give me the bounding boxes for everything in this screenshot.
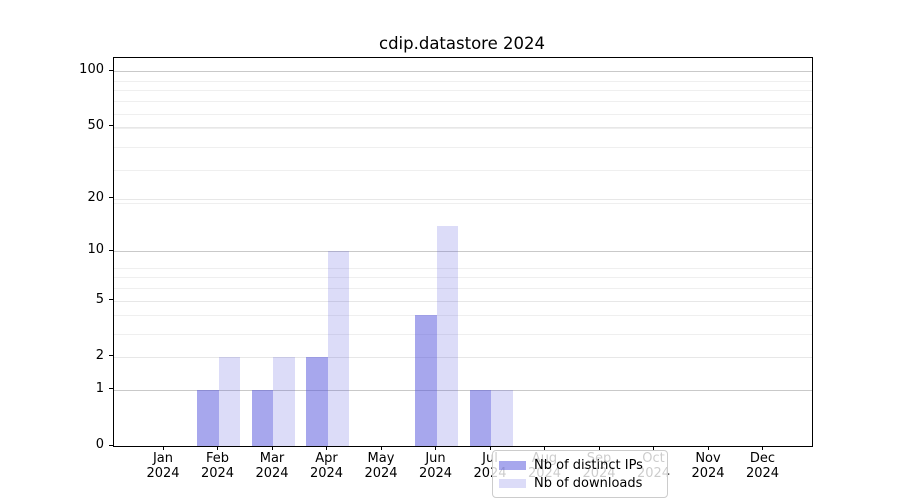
gridline-minor bbox=[114, 113, 812, 115]
y-tick-label: 50 bbox=[87, 117, 104, 133]
bar-nb-of-distinct-ips-mar bbox=[251, 389, 273, 446]
bar-nb-of-distinct-ips-jun bbox=[415, 315, 437, 446]
x-tick-label: Mar 2024 bbox=[255, 451, 289, 481]
gridline-minor bbox=[114, 333, 812, 335]
legend-item-downloads: Nb of downloads bbox=[499, 474, 658, 492]
bar-nb-of-downloads-jul bbox=[491, 389, 513, 446]
y-axis-tick bbox=[109, 249, 113, 251]
legend-swatch-downloads bbox=[499, 478, 526, 488]
bar-nb-of-downloads-apr bbox=[327, 251, 349, 446]
y-tick-label: 2 bbox=[95, 347, 104, 363]
legend-swatch-distinct-ips bbox=[499, 460, 526, 470]
legend-label-downloads: Nb of downloads bbox=[534, 475, 643, 491]
y-tick-label: 20 bbox=[87, 189, 104, 205]
x-tick-label: May 2024 bbox=[364, 451, 398, 481]
x-tick-label: Nov 2024 bbox=[691, 451, 725, 481]
x-tick-label: Apr 2024 bbox=[309, 451, 344, 481]
x-axis-tick bbox=[489, 446, 491, 450]
gridline-major bbox=[114, 389, 812, 391]
gridline-major bbox=[114, 356, 812, 358]
y-axis-tick bbox=[109, 388, 113, 390]
y-tick-label: 10 bbox=[87, 242, 104, 258]
y-axis-tick bbox=[109, 355, 113, 357]
x-axis-tick bbox=[217, 446, 219, 450]
gridline-minor bbox=[114, 101, 812, 103]
x-axis-tick bbox=[544, 446, 546, 450]
x-axis-tick bbox=[380, 446, 382, 450]
x-axis-tick bbox=[326, 446, 328, 450]
gridline-minor bbox=[114, 315, 812, 317]
x-axis-tick bbox=[435, 446, 437, 450]
y-axis-tick bbox=[109, 125, 113, 127]
legend: Nb of distinct IPs Nb of downloads bbox=[492, 450, 668, 498]
x-axis-tick bbox=[762, 446, 764, 450]
y-tick-label: 5 bbox=[95, 291, 104, 307]
gridline-minor bbox=[114, 146, 812, 148]
gridline-major bbox=[114, 126, 812, 128]
gridline-minor bbox=[114, 128, 812, 130]
x-tick-label: Jan 2024 bbox=[146, 451, 180, 481]
y-axis-tick bbox=[109, 197, 113, 199]
y-tick-label: 1 bbox=[95, 380, 104, 396]
legend-label-distinct-ips: Nb of distinct IPs bbox=[534, 457, 643, 473]
bar-nb-of-downloads-mar bbox=[273, 356, 295, 446]
bar-nb-of-downloads-jun bbox=[436, 226, 458, 446]
y-tick-label: 100 bbox=[79, 62, 104, 78]
x-axis-tick bbox=[162, 446, 164, 450]
y-axis-tick bbox=[109, 69, 113, 71]
gridline-major bbox=[114, 300, 812, 302]
x-axis-tick bbox=[653, 446, 655, 450]
gridline-major bbox=[114, 198, 812, 200]
gridline-minor bbox=[114, 80, 812, 82]
gridline-major bbox=[114, 71, 812, 73]
x-tick-label: Feb 2024 bbox=[200, 451, 235, 481]
gridline-minor bbox=[114, 202, 812, 204]
y-axis-tick bbox=[109, 299, 113, 301]
legend-item-distinct-ips: Nb of distinct IPs bbox=[499, 456, 658, 474]
gridline-major bbox=[114, 251, 812, 253]
x-axis-tick bbox=[271, 446, 273, 450]
gridline-minor bbox=[114, 267, 812, 269]
x-axis-tick bbox=[598, 446, 600, 450]
bar-nb-of-distinct-ips-apr bbox=[306, 356, 328, 446]
x-tick-label: Jun 2024 bbox=[418, 451, 453, 481]
chart-title: cdip.datastore 2024 bbox=[379, 34, 545, 53]
bar-nb-of-distinct-ips-jul bbox=[469, 389, 491, 446]
bar-nb-of-distinct-ips-feb bbox=[197, 389, 219, 446]
gridline-minor bbox=[114, 288, 812, 289]
plot-area: Nb of distinct IPs Nb of downloads bbox=[113, 57, 813, 498]
y-axis-tick bbox=[109, 444, 113, 446]
y-tick-label: 0 bbox=[95, 437, 104, 452]
gridline-minor bbox=[114, 277, 812, 279]
bar-nb-of-downloads-feb bbox=[218, 356, 240, 446]
x-axis-tick bbox=[707, 446, 709, 450]
gridline-minor bbox=[114, 90, 812, 92]
gridline-minor bbox=[114, 169, 812, 171]
x-tick-label: Dec 2024 bbox=[745, 451, 780, 481]
